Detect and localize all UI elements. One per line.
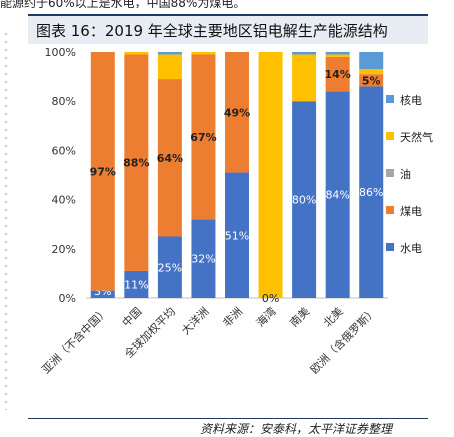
x-tick-label: 非洲 (220, 305, 245, 330)
bar-segment-gas (258, 52, 283, 298)
bar-segment-hydro (191, 219, 216, 298)
legend-label: 煤电 (400, 205, 422, 218)
data-label: 25% (158, 261, 182, 274)
bar-segment-gas (157, 54, 182, 80)
bar-segment-gas (124, 52, 149, 55)
legend-swatch (386, 206, 394, 214)
bar-segment-coal (90, 52, 115, 291)
legend-swatch (386, 243, 394, 251)
y-tick-label: 0% (59, 292, 76, 305)
bar-segment-hydro (157, 236, 182, 298)
source-note: 资料来源：安泰科，太平洋证券整理 (200, 422, 393, 436)
x-tick-label: 海湾 (253, 304, 278, 329)
bar-segment-hydro (90, 290, 115, 298)
bar-segment-nuclear (325, 52, 350, 55)
bottom-divider (28, 418, 428, 419)
bar-segment-hydro (124, 270, 149, 298)
bar-segment-gas (292, 54, 317, 102)
legend-item-oil: 油 (386, 166, 452, 182)
data-label: 80% (292, 194, 316, 207)
chart-legend: 核电天然气油煤电水电 (386, 92, 452, 277)
x-tick-label: 大洋洲 (178, 304, 211, 337)
legend-item-hydro: 水电 (386, 240, 452, 256)
bar-segment-gas (359, 69, 384, 75)
legend-label: 核电 (400, 94, 422, 107)
y-tick-label: 80% (52, 95, 76, 108)
bar-segment-hydro (225, 172, 249, 298)
x-tick-label: 亚洲（不含中国） (39, 304, 111, 376)
data-label: 67% (190, 131, 216, 144)
data-label: 84% (325, 189, 349, 202)
bar-segment-coal (225, 52, 249, 173)
data-label: 11% (124, 278, 148, 291)
legend-label: 天然气 (400, 131, 433, 144)
legend-swatch (386, 95, 394, 103)
bar-segment-hydro (292, 101, 317, 298)
data-label: 32% (191, 253, 215, 266)
bar-segment-nuclear (157, 52, 182, 55)
bar-segment-coal (157, 79, 182, 237)
data-label: 86% (359, 186, 383, 199)
data-label: 5% (362, 74, 381, 87)
legend-swatch (386, 132, 394, 140)
bar-segment-gas (325, 54, 350, 57)
y-tick-label: 60% (52, 144, 76, 157)
bar-segment-nuclear (292, 52, 317, 55)
bar-segment-gas (191, 52, 216, 55)
data-label: 64% (157, 152, 183, 165)
bar-segment-coal (191, 54, 216, 220)
y-tick-label: 100% (45, 46, 76, 59)
legend-item-gas: 天然气 (386, 129, 452, 145)
legend-label: 水电 (400, 242, 422, 255)
decorative-dot-strip (3, 30, 11, 410)
y-tick-label: 20% (52, 243, 76, 256)
figure-title: 图表 16：2019 年全球主要地区铝电解生产能源结构 (36, 22, 388, 40)
bar-segment-nuclear (359, 52, 384, 70)
bar-segment-coal (124, 54, 149, 271)
truncated-top-text: 能源约于60%以上是水电，中国88%为煤电。 (0, 0, 246, 8)
legend-label: 油 (400, 168, 411, 181)
data-label: 88% (123, 157, 149, 170)
bar-segment-coal (359, 74, 384, 87)
x-tick-label: 中国 (120, 305, 145, 330)
data-label: 49% (224, 106, 250, 119)
data-label: 14% (324, 68, 350, 81)
legend-swatch (386, 169, 394, 177)
legend-item-nuclear: 核电 (386, 92, 452, 108)
y-tick-label: 40% (52, 194, 76, 207)
bar-segment-hydro (359, 86, 384, 298)
bar-segment-hydro (325, 91, 350, 298)
x-tick-label: 南美 (287, 305, 312, 330)
bar-segment-coal (325, 56, 350, 92)
legend-item-coal: 煤电 (386, 203, 452, 219)
data-label: 97% (90, 165, 116, 178)
data-label: 51% (225, 229, 249, 242)
figure-title-bar: 图表 16：2019 年全球主要地区铝电解生产能源结构 (28, 14, 428, 44)
data-label: 0% (262, 292, 279, 305)
x-tick-label: 北美 (321, 305, 346, 330)
